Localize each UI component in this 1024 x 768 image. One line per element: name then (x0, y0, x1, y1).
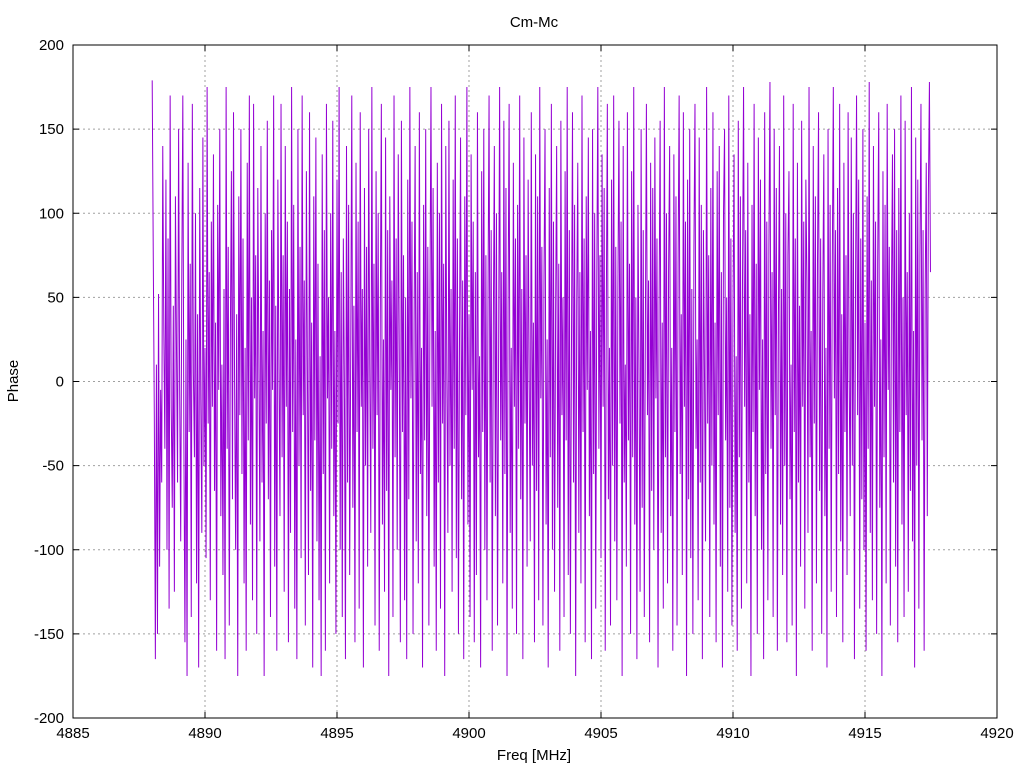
x-tick-label: 4920 (980, 725, 1013, 742)
x-tick-label: 4885 (56, 725, 89, 742)
y-tick-label: -200 (34, 710, 64, 727)
y-tick-label: -100 (34, 542, 64, 559)
y-tick-label: 150 (39, 121, 64, 138)
y-axis-title: Phase (5, 360, 22, 403)
x-tick-label: 4890 (188, 725, 221, 742)
x-tick-label: 4910 (716, 725, 749, 742)
x-tick-label: 4915 (848, 725, 881, 742)
x-axis-title: Freq [MHz] (497, 747, 571, 764)
x-tick-label: 4905 (584, 725, 617, 742)
y-tick-label: -50 (42, 458, 64, 475)
series-layer (151, 80, 931, 676)
x-tick-label: 4900 (452, 725, 485, 742)
y-tick-label: 50 (47, 289, 64, 306)
y-tick-label: 100 (39, 205, 64, 222)
y-tick-label: -150 (34, 626, 64, 643)
y-tick-label: 200 (39, 37, 64, 54)
phase-series-line (151, 80, 931, 676)
y-tick-label: 0 (56, 374, 64, 391)
x-tick-label: 4895 (320, 725, 353, 742)
chart-title: Cm-Mc (510, 14, 559, 31)
axis-ticks: 4885 4890 4895 4900 4905 4910 4915 4920 -200 -150… (34, 37, 1014, 742)
